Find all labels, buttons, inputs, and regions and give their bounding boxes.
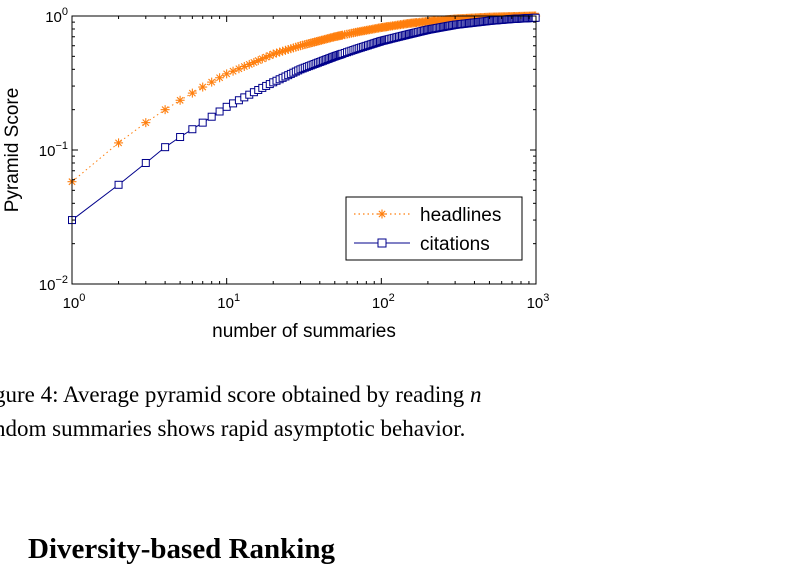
headlines-point xyxy=(141,118,151,128)
citations-point xyxy=(141,158,150,167)
citations-line xyxy=(71,17,537,221)
headlines-marker-stroke xyxy=(176,96,184,104)
x-tick-label: 100 xyxy=(63,292,86,312)
legend-citations-marker xyxy=(377,238,387,248)
headlines-marker-stroke xyxy=(216,74,224,82)
headlines-point xyxy=(207,77,217,87)
headlines-point xyxy=(198,82,208,92)
headlines-marker-stroke xyxy=(142,119,150,127)
headlines-point xyxy=(215,73,225,83)
headlines-marker-stroke xyxy=(199,83,207,91)
headlines-point xyxy=(187,88,197,98)
caption-text-1: gure 4: Average pyramid score obtained b… xyxy=(0,382,471,407)
headlines-point xyxy=(114,138,124,148)
x-tick-label: 101 xyxy=(217,292,240,312)
citations-point xyxy=(176,133,185,142)
headlines-marker-stroke xyxy=(188,89,196,97)
legend-citations-label: citations xyxy=(420,234,490,255)
caption-variable: n xyxy=(470,382,482,407)
citations-point xyxy=(198,118,207,127)
figure-caption: gure 4: Average pyramid score obtained b… xyxy=(0,378,808,446)
x-tick-label: 102 xyxy=(372,292,395,312)
x-axis-label: number of summaries xyxy=(212,321,396,342)
y-tick-label: 100 xyxy=(45,6,68,26)
y-tick-label: 10−2 xyxy=(39,274,68,294)
headlines-marker-stroke xyxy=(378,210,386,218)
legend-box xyxy=(345,196,523,261)
y-tick-label: 10−1 xyxy=(39,140,68,160)
citations-point xyxy=(207,112,216,121)
series-layer xyxy=(67,11,541,225)
headlines-marker-stroke xyxy=(161,106,169,114)
y-axis-label: Pyramid Score xyxy=(2,88,23,213)
pyramid-score-chart: 100 101 102 103 10−2 10−1 100 number of summar… xyxy=(2,6,550,342)
citations-point xyxy=(188,125,197,134)
legend-headlines-marker xyxy=(377,209,387,219)
citations-point xyxy=(161,143,170,152)
legend: headlines citations xyxy=(345,196,523,261)
legend-headlines-label: headlines xyxy=(420,205,501,226)
citations-point xyxy=(114,180,123,189)
citations-point xyxy=(215,107,224,116)
tick-layer: 100 101 102 103 10−2 10−1 100 xyxy=(39,6,550,312)
headlines-point xyxy=(175,95,185,105)
headlines-marker-stroke xyxy=(115,139,123,147)
section-heading: Diversity-based Ranking xyxy=(28,533,335,565)
caption-line-2: ndom summaries shows rapid asymptotic be… xyxy=(0,416,466,441)
x-tick-label: 103 xyxy=(527,292,550,312)
headlines-marker-stroke xyxy=(223,70,231,78)
headlines-marker-stroke xyxy=(208,78,216,86)
headlines-point xyxy=(160,105,170,115)
caption-line-1: gure 4: Average pyramid score obtained b… xyxy=(0,378,802,412)
